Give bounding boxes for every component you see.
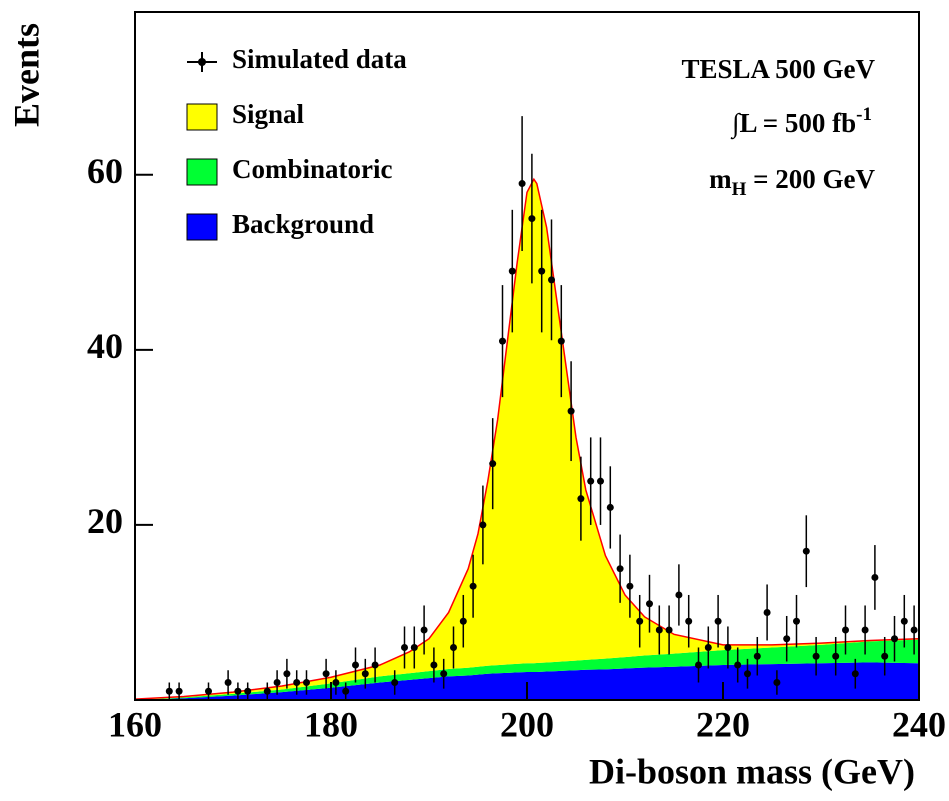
data-point (783, 635, 791, 643)
data-point (342, 687, 350, 695)
data-point (900, 617, 908, 625)
legend-swatch (186, 213, 218, 241)
legend-swatch (186, 158, 218, 186)
data-point (401, 643, 408, 651)
data-point (793, 617, 800, 625)
data-point (352, 661, 359, 669)
data-point (675, 591, 683, 599)
data-point (636, 617, 644, 625)
data-point (440, 670, 448, 678)
data-point (244, 687, 252, 695)
data-point (695, 661, 702, 669)
x-tick-label: 160 (108, 704, 162, 744)
data-point (430, 661, 438, 669)
data-point (587, 477, 595, 485)
y-axis-label: Events (6, 23, 46, 127)
data-point (391, 678, 399, 686)
legend-label: Combinatoric (232, 154, 393, 184)
legend-label: Signal (232, 99, 305, 129)
data-point (165, 687, 173, 695)
data-point (842, 626, 849, 634)
x-tick-label: 200 (500, 704, 554, 744)
data-point (773, 678, 781, 686)
data-point (361, 670, 369, 678)
data-point (832, 652, 840, 660)
annotation: TESLA 500 GeV (681, 54, 875, 84)
legend-label: Simulated data (232, 44, 407, 74)
data-point (606, 503, 614, 511)
data-point (724, 643, 732, 651)
data-point (665, 626, 673, 634)
data-point (205, 687, 212, 695)
data-point (812, 652, 820, 660)
data-point (763, 608, 771, 616)
data-point (293, 678, 301, 686)
data-point (459, 617, 467, 625)
data-point (528, 215, 536, 223)
data-point (283, 670, 291, 678)
data-point (861, 626, 869, 634)
data-point (616, 565, 624, 573)
x-axis-label: Di-boson mass (GeV) (589, 751, 915, 791)
data-point (322, 670, 330, 678)
legend-label: Background (232, 209, 374, 239)
annotation: mH = 200 GeV (709, 164, 875, 200)
data-point (332, 678, 340, 686)
data-point (469, 582, 477, 590)
y-tick-label: 60 (87, 151, 123, 191)
data-point (538, 267, 546, 275)
y-tick-label: 20 (87, 501, 123, 541)
data-point (303, 678, 310, 686)
data-point (851, 670, 859, 678)
data-point (224, 678, 232, 686)
data-point (714, 617, 722, 625)
data-point (597, 477, 604, 485)
data-point (499, 337, 506, 345)
legend-marker (198, 58, 206, 66)
legend-swatch (186, 103, 218, 131)
data-point (891, 635, 898, 643)
plot-area (134, 116, 920, 701)
data-point (753, 652, 761, 660)
data-point (567, 407, 575, 415)
x-tick-label: 240 (892, 704, 946, 744)
annotation-text: ∫L = 500 fb (730, 108, 856, 140)
data-point (655, 626, 663, 634)
data-point (685, 617, 693, 625)
data-point (704, 643, 712, 651)
data-point (508, 267, 516, 275)
data-point (744, 670, 751, 678)
data-point (557, 337, 565, 345)
data-point (626, 582, 634, 590)
data-point (371, 661, 379, 669)
annotation-superscript: -1 (856, 104, 872, 125)
annotation-text: = 200 GeV (746, 164, 875, 194)
data-point (910, 626, 918, 634)
area (135, 179, 919, 701)
data-point (450, 643, 457, 651)
data-point (273, 678, 281, 686)
data-point (410, 643, 418, 651)
data-point (489, 460, 497, 468)
data-point (479, 521, 487, 529)
data-point (548, 276, 555, 284)
x-tick-label: 220 (696, 704, 750, 744)
data-point (734, 661, 742, 669)
data-point (175, 687, 183, 695)
annotation-text: m (709, 164, 732, 194)
data-point (881, 652, 889, 660)
data-point (263, 687, 271, 695)
data-point (577, 495, 585, 503)
x-tick-label: 180 (304, 704, 358, 744)
data-point (518, 180, 526, 188)
annotation-subscript: H (732, 179, 747, 200)
data-point (802, 547, 810, 555)
annotation: ∫L = 500 fb-1 (730, 104, 872, 140)
data-point (646, 600, 653, 608)
data-point (420, 626, 428, 634)
data-point (871, 573, 879, 581)
data-point (234, 687, 242, 695)
y-tick-label: 40 (87, 326, 123, 366)
